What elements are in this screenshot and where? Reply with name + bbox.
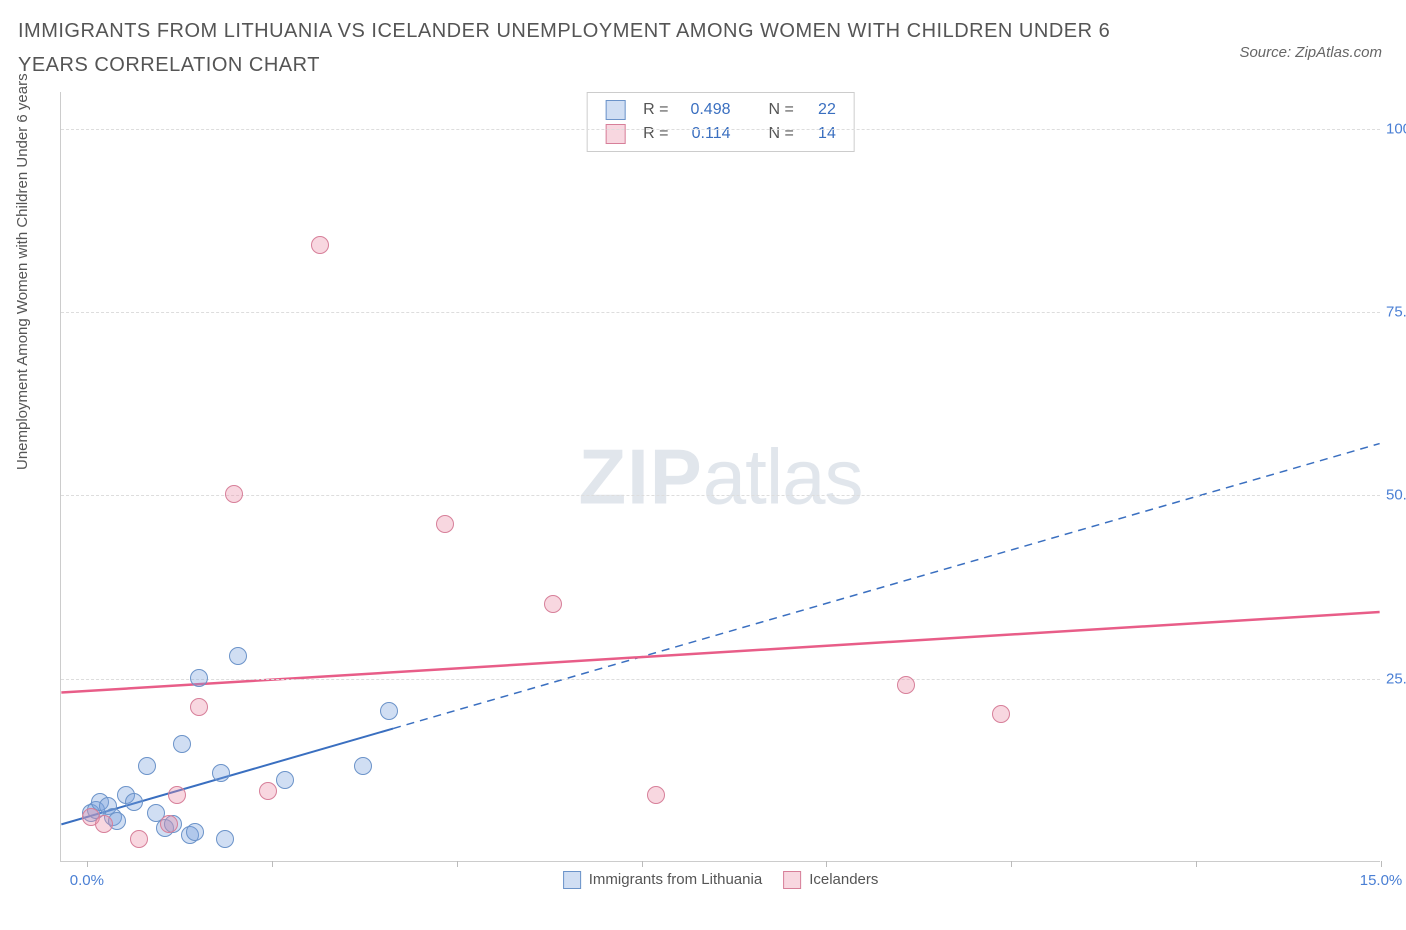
x-tick: [1381, 861, 1382, 867]
legend-series-label: Icelanders: [809, 871, 878, 888]
legend-swatch: [783, 871, 801, 889]
chart-title: IMMIGRANTS FROM LITHUANIA VS ICELANDER U…: [18, 14, 1118, 82]
scatter-point: [138, 757, 156, 775]
scatter-point: [259, 782, 277, 800]
scatter-point: [544, 595, 562, 613]
y-tick-label: 100.0%: [1386, 120, 1406, 137]
scatter-point: [992, 705, 1010, 723]
gridline: [61, 129, 1380, 130]
plot-area: ZIPatlas R =0.498N =22R =0.114N =14 Immi…: [60, 92, 1380, 862]
gridline: [61, 679, 1380, 680]
scatter-point: [311, 236, 329, 254]
legend-swatch: [563, 871, 581, 889]
x-tick-label: 0.0%: [70, 872, 104, 889]
x-tick-label: 15.0%: [1360, 872, 1403, 889]
y-tick-label: 25.0%: [1386, 670, 1406, 687]
legend-series: Immigrants from Lithuania Icelanders: [563, 871, 879, 889]
scatter-point: [125, 793, 143, 811]
x-tick: [87, 861, 88, 867]
legend-stats: R =0.498N =22R =0.114N =14: [586, 92, 855, 152]
watermark: ZIPatlas: [578, 431, 862, 522]
scatter-point: [95, 815, 113, 833]
scatter-point: [190, 669, 208, 687]
scatter-point: [190, 698, 208, 716]
x-tick: [1196, 861, 1197, 867]
scatter-point: [130, 830, 148, 848]
source-label: Source: ZipAtlas.com: [1239, 44, 1382, 61]
scatter-point: [276, 771, 294, 789]
scatter-point: [168, 786, 186, 804]
gridline: [61, 495, 1380, 496]
scatter-point: [216, 830, 234, 848]
gridline: [61, 312, 1380, 313]
trend-lines: [61, 92, 1380, 861]
x-tick: [1011, 861, 1012, 867]
scatter-point: [186, 823, 204, 841]
y-axis-label: Unemployment Among Women with Children U…: [14, 73, 31, 470]
x-tick: [826, 861, 827, 867]
legend-stat-row: R =0.498N =22: [599, 99, 842, 121]
scatter-point: [225, 485, 243, 503]
scatter-point: [173, 735, 191, 753]
x-tick: [272, 861, 273, 867]
legend-series-label: Immigrants from Lithuania: [589, 871, 762, 888]
legend-stat-row: R =0.114N =14: [599, 123, 842, 145]
y-tick-label: 75.0%: [1386, 304, 1406, 321]
y-tick-label: 50.0%: [1386, 487, 1406, 504]
scatter-point: [160, 815, 178, 833]
scatter-point: [647, 786, 665, 804]
scatter-point: [897, 676, 915, 694]
x-tick: [642, 861, 643, 867]
scatter-point: [380, 702, 398, 720]
scatter-point: [354, 757, 372, 775]
scatter-point: [212, 764, 230, 782]
scatter-point: [229, 647, 247, 665]
scatter-point: [436, 515, 454, 533]
x-tick: [457, 861, 458, 867]
